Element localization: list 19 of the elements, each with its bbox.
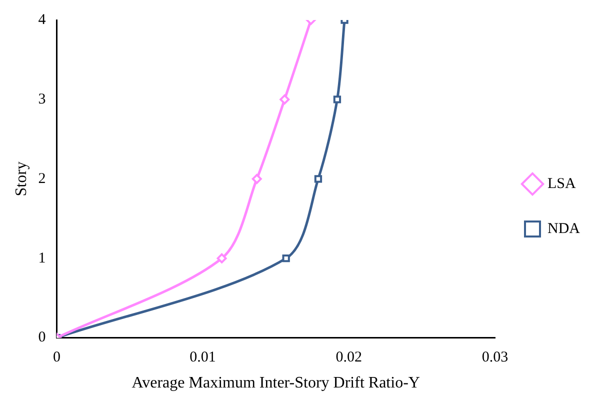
y-tick-label: 4: [38, 12, 46, 28]
y-tick-label: 0: [38, 330, 46, 346]
point: [282, 254, 290, 262]
y-axis-title: Story: [12, 162, 30, 196]
point: [333, 96, 342, 104]
x-axis-title: Average Maximum Inter-Story Drift Ratio-Y: [132, 374, 420, 392]
point: [314, 175, 322, 183]
x-tick-label: 0.03: [482, 350, 508, 366]
x-tick-label: 0: [52, 350, 60, 366]
y-tick-label: 1: [38, 250, 46, 266]
x-tick-label: 0.02: [336, 350, 362, 366]
point: [252, 174, 262, 184]
legend-label: NDA: [548, 220, 580, 237]
x-tick-label: 0.01: [190, 350, 216, 366]
y-tick-label: 3: [38, 91, 46, 108]
point: [280, 94, 290, 104]
y-tick-label: 2: [38, 170, 46, 187]
point: [216, 253, 227, 264]
legend-label: LSA: [548, 176, 576, 192]
